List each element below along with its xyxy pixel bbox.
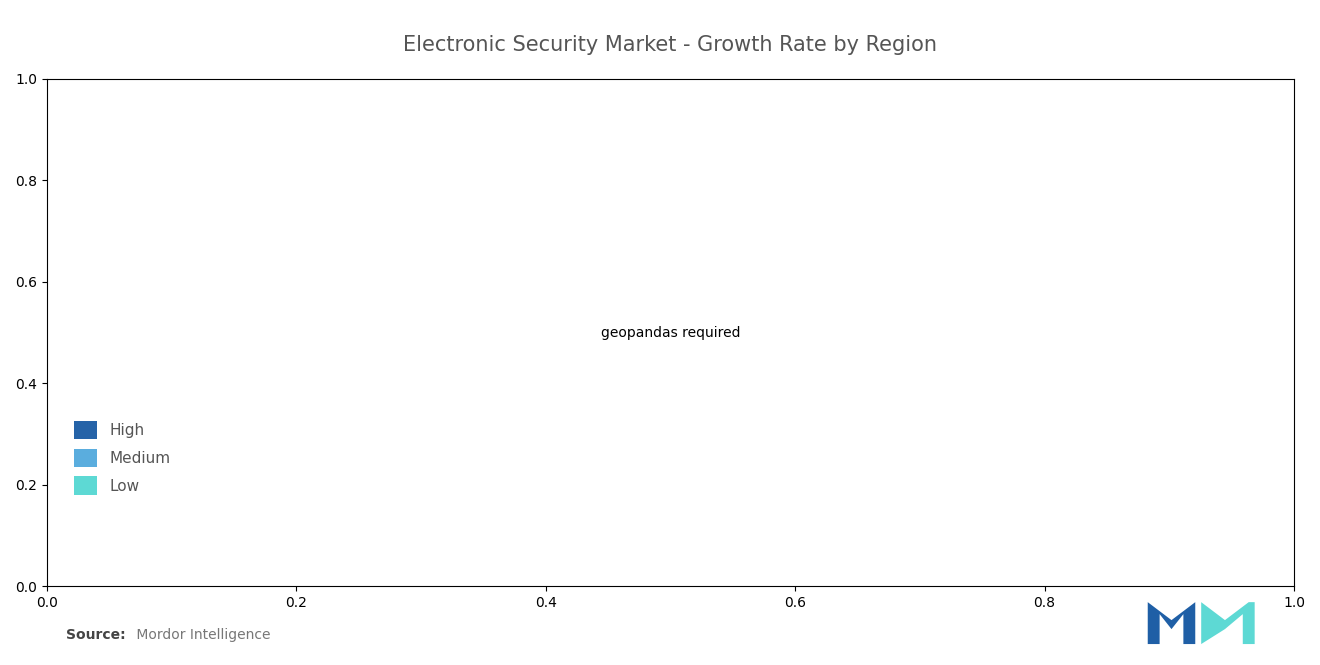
Polygon shape [1201,602,1254,644]
Text: Source:: Source: [66,628,125,642]
Polygon shape [1148,602,1196,644]
Text: geopandas required: geopandas required [601,326,741,340]
Title: Electronic Security Market - Growth Rate by Region: Electronic Security Market - Growth Rate… [404,35,937,55]
Legend: High, Medium, Low: High, Medium, Low [67,413,178,503]
Text: Mordor Intelligence: Mordor Intelligence [132,628,271,642]
